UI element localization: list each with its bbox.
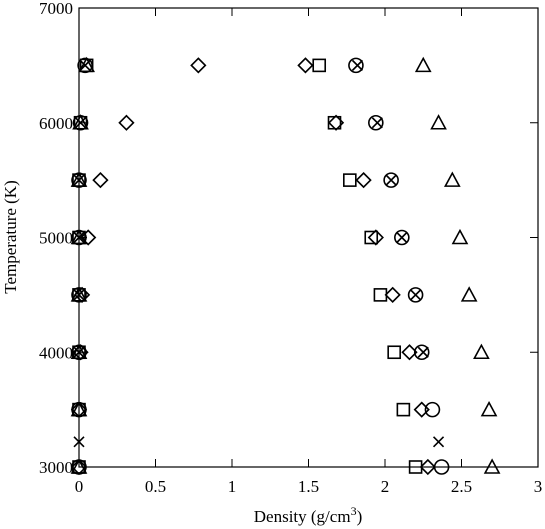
- x-tick-label: 2.5: [451, 477, 472, 496]
- point-diamond: [355, 171, 372, 189]
- point-cross: [417, 346, 429, 358]
- point-triangle: [460, 286, 478, 302]
- point-circle: [433, 459, 450, 475]
- point-diamond: [384, 286, 401, 304]
- point-cross: [371, 117, 383, 129]
- point-circle: [383, 172, 399, 188]
- point-cross: [73, 346, 85, 358]
- x-tick-label: 0: [75, 477, 84, 496]
- point-circle: [394, 229, 410, 246]
- y-tick-label: 7000: [39, 0, 73, 18]
- point-cross: [385, 174, 397, 186]
- point-diamond: [297, 57, 314, 74]
- point-triangle: [473, 343, 490, 360]
- y-tick-label: 6000: [39, 114, 73, 133]
- point-cross: [74, 117, 87, 129]
- point-triangle: [70, 343, 88, 360]
- point-cross: [73, 231, 85, 244]
- point-triangle: [443, 171, 461, 187]
- point-triangle: [70, 171, 88, 187]
- point-cross: [410, 289, 422, 301]
- point-triangle: [72, 114, 89, 130]
- point-triangle: [480, 400, 498, 417]
- point-triangle: [70, 458, 88, 474]
- y-axis-label: Temperature (K): [1, 180, 20, 294]
- x-tick-label: 3: [534, 477, 543, 496]
- point-triangle: [483, 458, 501, 474]
- point-square: [312, 58, 327, 73]
- x-axis-label-tail: ): [357, 507, 363, 526]
- point-diamond: [419, 458, 436, 476]
- x-tick-label: 0.5: [145, 477, 166, 496]
- point-diamond: [327, 114, 345, 131]
- point-triangle: [430, 114, 447, 130]
- point-triangle: [451, 228, 469, 245]
- point-circle: [368, 114, 384, 131]
- point-square: [396, 402, 411, 417]
- x-tick-label: 1.5: [298, 477, 319, 496]
- point-cross: [396, 231, 408, 244]
- x-axis-label: Density (g/cm3): [254, 504, 362, 526]
- point-diamond: [190, 57, 207, 74]
- point-diamond: [367, 229, 384, 246]
- y-tick-label: 4000: [39, 343, 73, 362]
- point-triangle: [70, 286, 88, 302]
- point-diamond: [80, 229, 97, 246]
- y-tick-label: 5000: [39, 229, 73, 248]
- y-tick-label: 3000: [39, 458, 73, 477]
- point-circle: [413, 344, 430, 361]
- point-diamond: [118, 114, 135, 131]
- point-cross: [351, 59, 364, 71]
- point-cross: [73, 436, 85, 448]
- point-diamond: [401, 344, 418, 361]
- point-triangle: [70, 228, 88, 245]
- point-circle: [407, 287, 424, 303]
- x-tick-label: 1: [228, 477, 237, 496]
- point-circle: [348, 57, 364, 74]
- point-triangle: [78, 56, 95, 73]
- point-square: [343, 173, 357, 187]
- point-triangle: [414, 56, 432, 73]
- point-square: [364, 230, 379, 245]
- plot-frame: [78, 7, 539, 468]
- point-cross: [73, 174, 85, 186]
- point-cross: [79, 59, 91, 71]
- point-cross: [432, 436, 445, 448]
- point-square: [387, 345, 401, 360]
- point-circle: [424, 401, 441, 418]
- x-tick-label: 2: [381, 477, 390, 496]
- point-circle: [77, 57, 93, 74]
- x-axis-label-sup: 3: [351, 504, 357, 518]
- x-axis-label-main: Density (g/cm: [254, 507, 351, 526]
- point-cross: [73, 289, 85, 301]
- point-triangle: [70, 400, 88, 417]
- point-diamond: [92, 171, 109, 189]
